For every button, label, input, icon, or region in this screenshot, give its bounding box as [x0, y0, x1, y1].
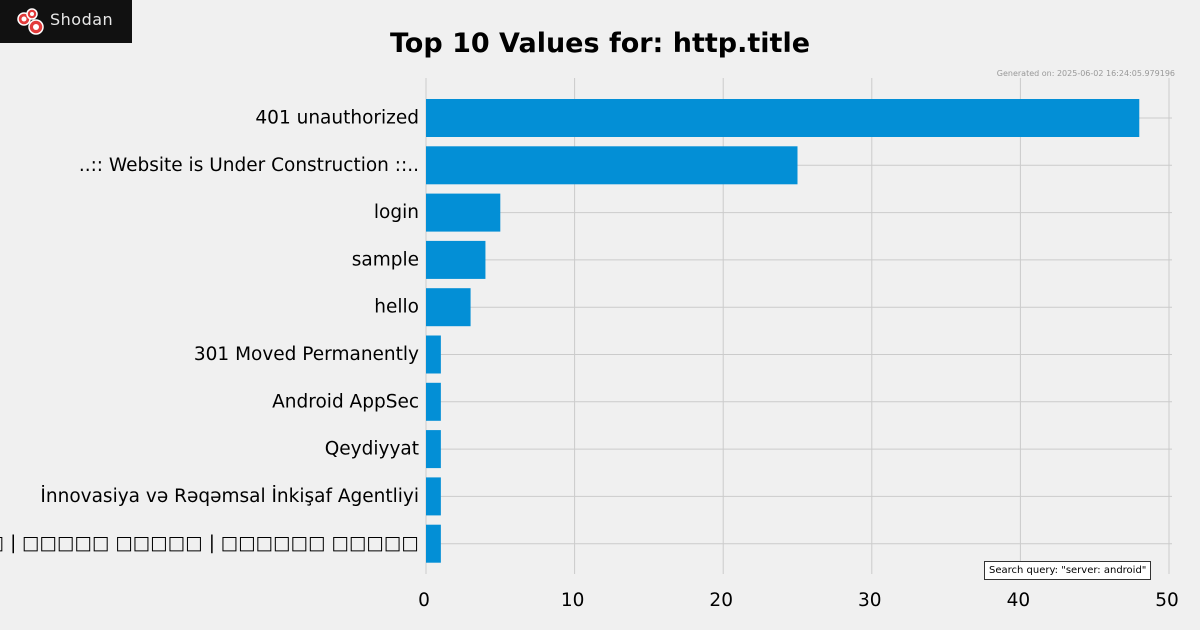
search-query-box: Search query: "server: android"	[984, 561, 1152, 580]
bar	[426, 240, 486, 279]
bar	[426, 99, 1140, 137]
x-tick-label: 10	[561, 590, 585, 611]
x-tick-label: 0	[418, 590, 430, 611]
x-tick-label: 40	[1007, 590, 1031, 611]
category-label: login	[374, 202, 419, 223]
bar	[426, 430, 441, 469]
category-label: hello	[374, 297, 419, 318]
bar	[426, 335, 441, 374]
category-label: İnnovasiya və Rəqəmsal İnkişaf Agentliyi	[40, 486, 419, 507]
category-label: sample	[352, 249, 419, 270]
x-tick-label: 30	[858, 590, 882, 611]
logo: Shodan	[0, 0, 132, 43]
chart-title: Top 10 Values for: http.title	[389, 28, 811, 59]
category-label: Qeydiyyat	[325, 439, 419, 460]
bar	[426, 477, 441, 516]
shodan-logo-icon	[17, 8, 44, 35]
bar	[426, 524, 441, 563]
bar	[426, 382, 441, 421]
bar	[426, 193, 501, 232]
generated-timestamp: Generated on: 2025-06-02 16:24:05.979196	[996, 69, 1175, 78]
x-tick-label: 50	[1155, 590, 1179, 611]
bar	[426, 288, 471, 327]
category-label: 401 unauthorized	[255, 108, 419, 129]
category-label: □□□□□□□ | □□□□□ □□□□□ | □□□□□□ □□□□□	[0, 533, 419, 554]
category-label: 301 Moved Permanently	[194, 344, 419, 365]
logo-text: Shodan	[50, 10, 114, 29]
category-label: Android AppSec	[272, 391, 419, 412]
x-tick-label: 20	[709, 590, 733, 611]
category-label: ..:: Website is Under Construction ::..	[79, 155, 419, 176]
bar	[426, 146, 798, 185]
